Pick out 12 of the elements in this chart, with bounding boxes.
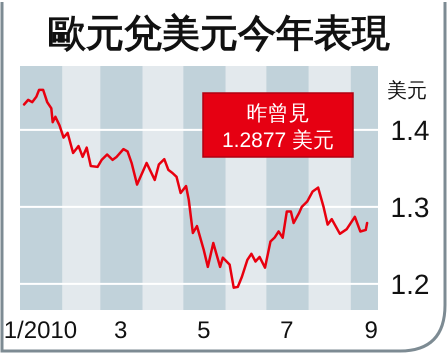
y-tick-label: 1.3: [390, 192, 430, 223]
x-tick-label: 3: [114, 317, 128, 344]
y-tick-label: 1.2: [390, 268, 430, 300]
y-axis-title: 美元: [387, 79, 427, 102]
x-tick-label: 5: [197, 317, 210, 344]
x-tick-label: 7: [280, 317, 294, 344]
y-tick-label: 1.4: [390, 114, 430, 146]
x-tick-label: 9: [364, 317, 378, 344]
x-tick-label: 1/2010: [4, 317, 78, 344]
chart-title: 歐元兌美元今年表現: [48, 12, 390, 55]
line-series: [22, 88, 368, 289]
annotation: 昨曾見 1.2877 美元: [222, 102, 334, 152]
